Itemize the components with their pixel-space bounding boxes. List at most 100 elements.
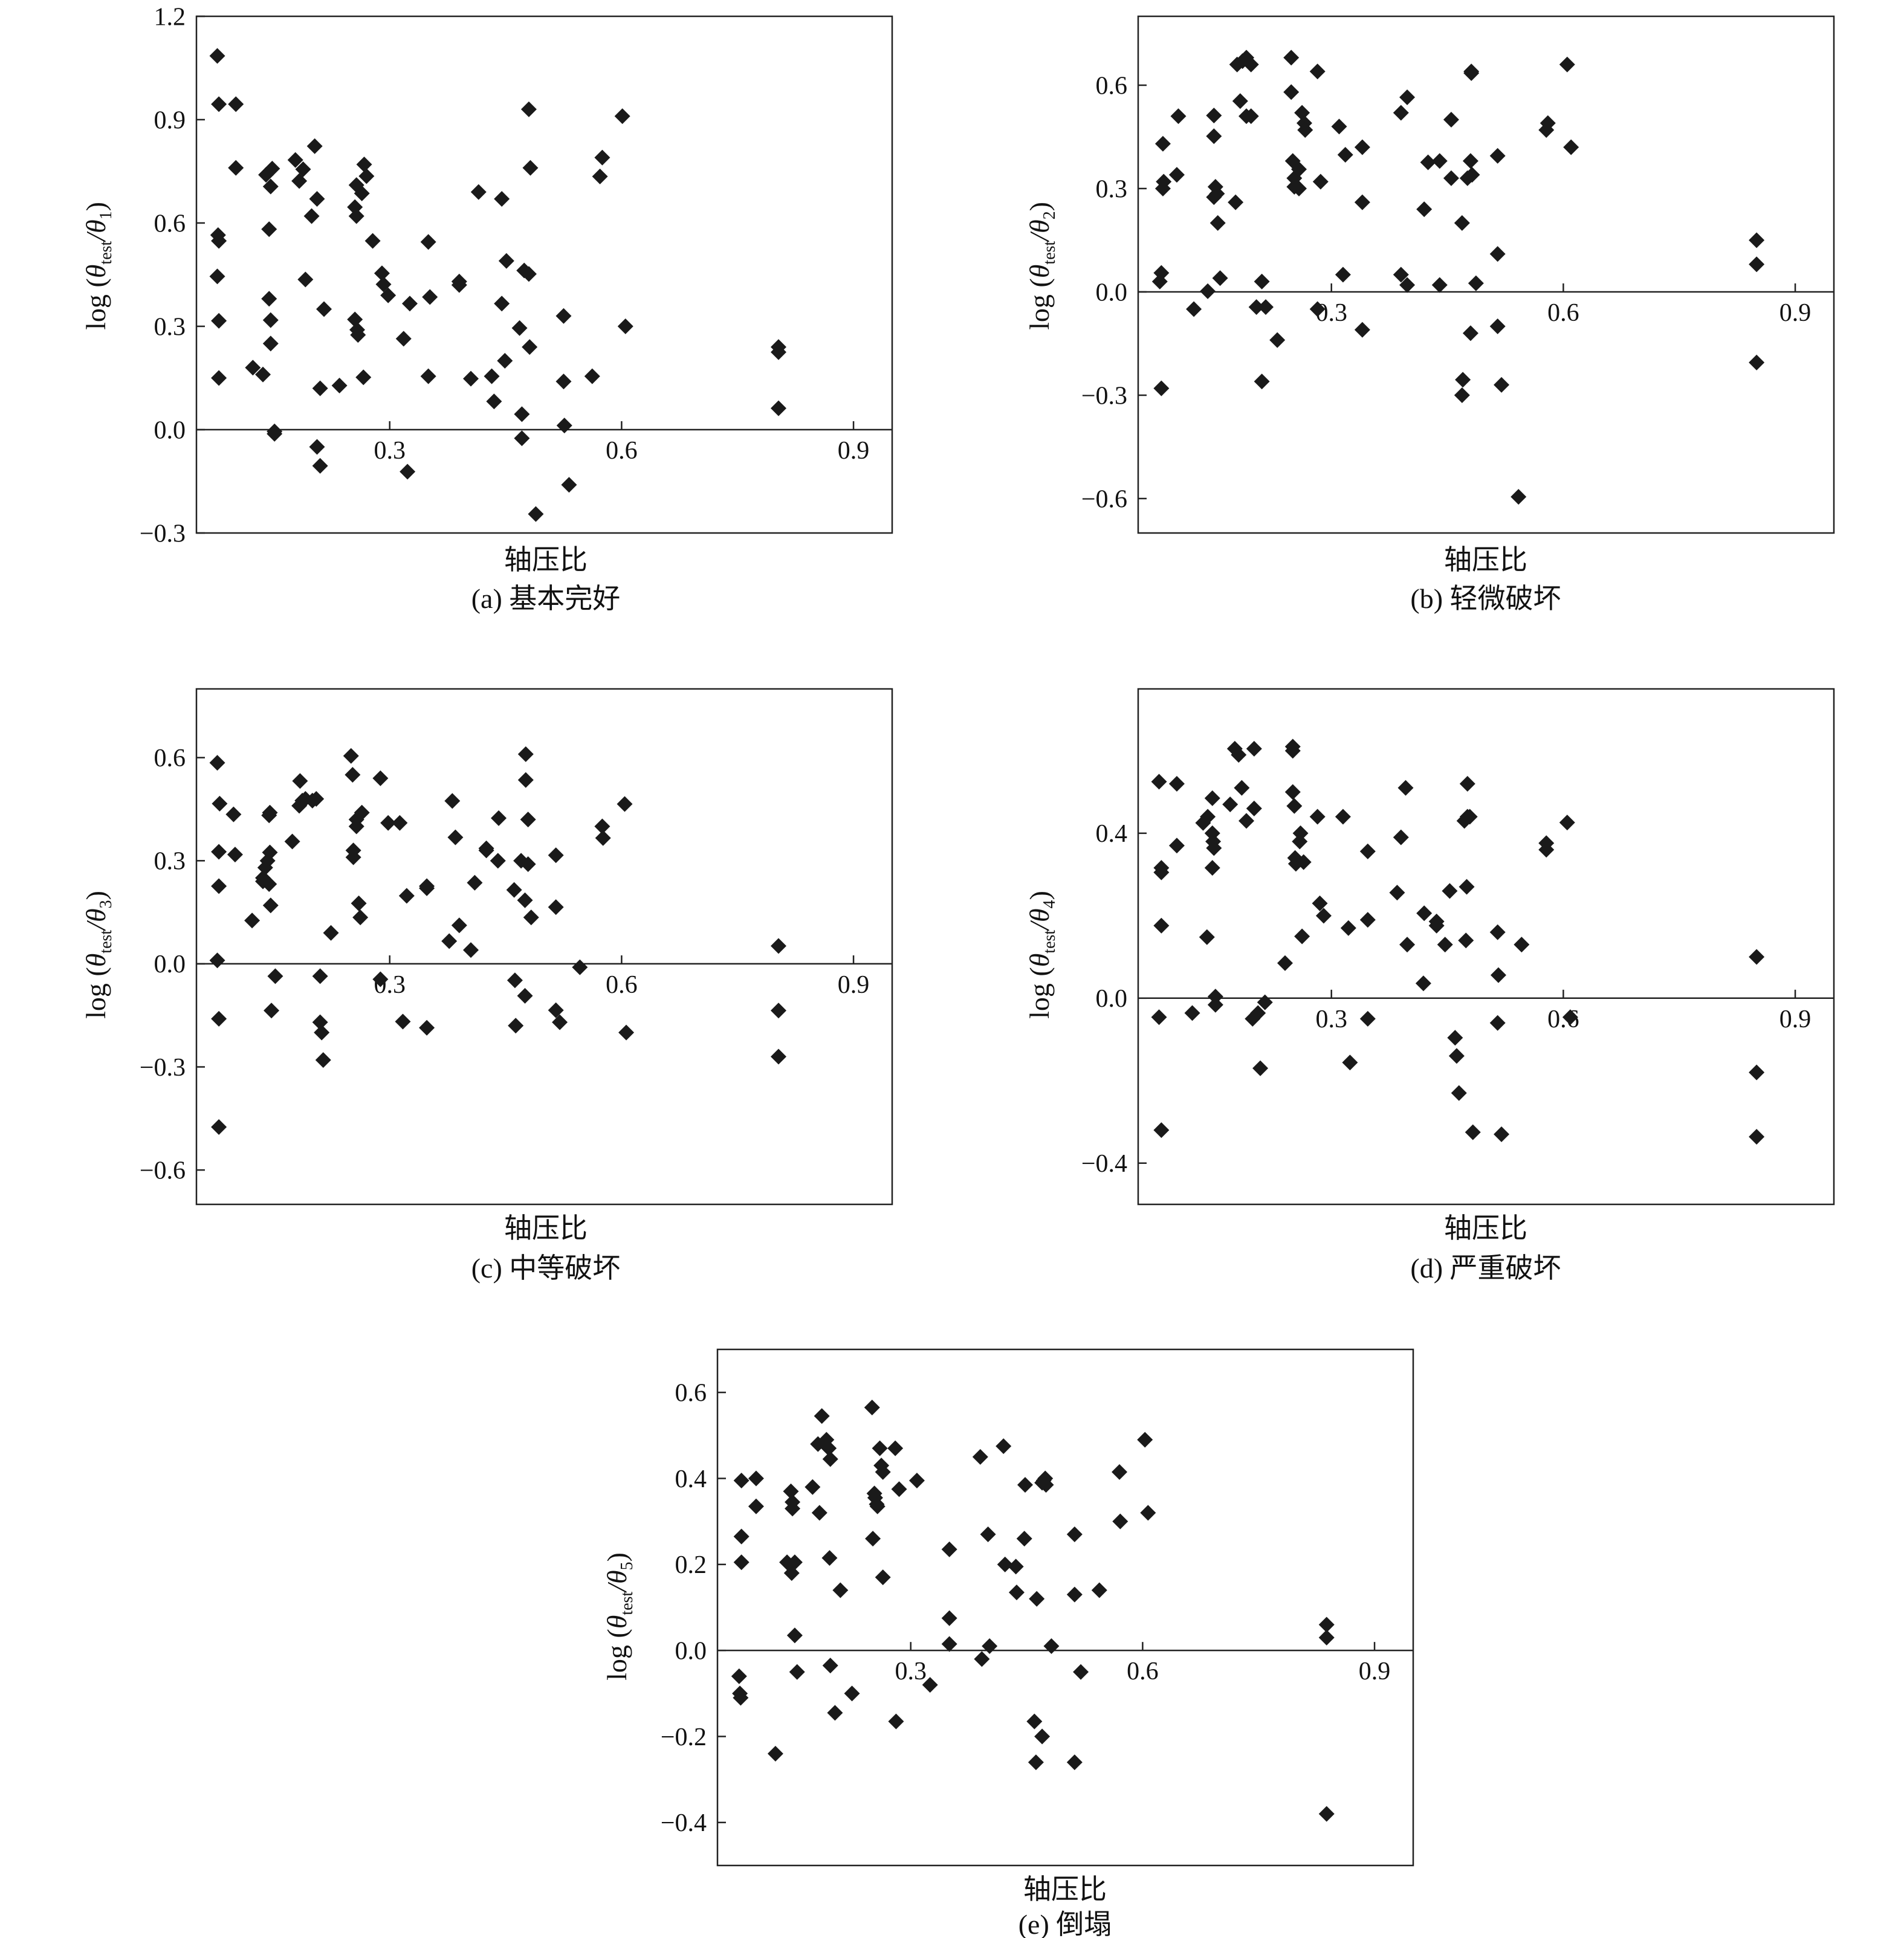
data-point-c: [419, 880, 435, 896]
data-point-d: [1335, 809, 1351, 825]
data-point-c: [517, 772, 534, 788]
data-point-a: [254, 366, 271, 383]
data-point-e: [996, 1438, 1012, 1455]
data-point-a: [211, 312, 227, 329]
data-point-d: [1184, 1005, 1200, 1021]
y-tick-label-c: 0.3: [154, 848, 186, 876]
data-point-d: [1312, 895, 1328, 911]
data-point-b: [1468, 275, 1484, 291]
data-point-a: [420, 234, 436, 250]
data-point-c: [211, 844, 227, 860]
y-tick-label-e: −0.4: [661, 1809, 707, 1837]
data-point-b: [1420, 154, 1436, 170]
data-point-d: [1459, 775, 1475, 792]
data-point-d: [1257, 994, 1273, 1010]
data-point-e: [974, 1651, 990, 1667]
data-point-e: [891, 1481, 907, 1497]
data-point-c: [463, 942, 479, 958]
data-point-c: [548, 847, 564, 864]
x-tick-label-e: 0.6: [1127, 1658, 1159, 1685]
data-point-a: [401, 296, 418, 312]
data-point-d: [1246, 800, 1262, 816]
data-point-a: [354, 185, 370, 201]
data-point-c: [227, 847, 243, 863]
data-point-d: [1538, 842, 1555, 858]
data-point-c: [262, 804, 278, 821]
data-point-b: [1749, 256, 1765, 273]
data-point-b: [1489, 246, 1506, 262]
data-point-d: [1514, 937, 1530, 953]
plot-frame-a: [195, 15, 893, 534]
data-point-b: [1254, 273, 1270, 289]
y-tick-label-b: 0.0: [1096, 279, 1128, 306]
data-point-a: [211, 233, 227, 249]
data-point-d: [1199, 929, 1215, 945]
data-point-a: [422, 289, 438, 305]
data-point-e: [1029, 1591, 1045, 1607]
data-point-c: [225, 806, 242, 822]
data-point-d: [1234, 780, 1250, 796]
data-point-b: [1462, 153, 1478, 169]
data-point-c: [441, 933, 458, 949]
y-tick-label-e: −0.2: [661, 1723, 707, 1751]
x-axis-label-d: 轴压比: [1444, 1213, 1527, 1244]
data-point-b: [1443, 170, 1459, 186]
data-point-e: [887, 1440, 904, 1456]
data-point-d: [1309, 809, 1326, 825]
data-point-d: [1494, 1126, 1510, 1142]
data-point-b: [1431, 153, 1448, 169]
data-point-e: [1091, 1582, 1107, 1598]
data-point-a: [395, 331, 412, 347]
data-point-d: [1294, 928, 1310, 945]
data-point-e: [827, 1705, 843, 1721]
data-point-d: [1284, 743, 1301, 759]
x-tick-label-e: 0.3: [895, 1658, 927, 1685]
data-point-b: [1337, 147, 1353, 163]
data-point-c: [264, 1003, 280, 1019]
data-point-a: [295, 161, 311, 178]
data-point-e: [997, 1556, 1013, 1572]
scatter-panel-e: log (θtest/θ5) 轴压比 (e) 倒塌 −0.4 −0.2 0.0 0.2…: [601, 1348, 1414, 1938]
y-tick-label-e: 0.4: [675, 1465, 707, 1493]
data-point-a: [514, 406, 530, 422]
data-point-b: [1335, 266, 1351, 283]
data-point-b: [1749, 232, 1765, 248]
data-point-e: [733, 1554, 750, 1571]
data-point-d: [1151, 774, 1167, 790]
plot-frame-d: [1137, 688, 1835, 1206]
data-point-b: [1331, 118, 1347, 135]
data-point-a: [511, 320, 528, 336]
data-point-d: [1389, 885, 1405, 901]
data-point-a: [262, 178, 279, 195]
data-point-a: [211, 370, 227, 386]
data-point-c: [517, 746, 534, 763]
data-point-c: [419, 1019, 435, 1036]
data-point-d: [1749, 1129, 1765, 1145]
data-point-a: [614, 108, 630, 124]
data-point-d: [1277, 955, 1293, 971]
data-point-a: [528, 506, 544, 522]
data-point-e: [1043, 1638, 1060, 1655]
data-point-e: [980, 1526, 996, 1543]
data-point-d: [1397, 780, 1414, 796]
data-point-a: [463, 370, 479, 387]
data-point-e: [1073, 1664, 1089, 1680]
data-point-e: [875, 1569, 891, 1586]
data-point-a: [520, 266, 537, 282]
data-point-b: [1431, 277, 1448, 293]
data-point-e: [1017, 1477, 1033, 1493]
data-point-e: [1026, 1713, 1043, 1730]
data-point-c: [209, 952, 225, 969]
data-point-d: [1204, 860, 1220, 876]
data-point-c: [211, 878, 227, 894]
data-point-d: [1489, 1015, 1506, 1031]
data-point-d: [1151, 1009, 1167, 1026]
caption-d: (d) 严重破坏: [1410, 1253, 1561, 1284]
data-point-b: [1243, 56, 1259, 73]
y-tick-label-a: −0.3: [140, 520, 186, 547]
y-tick-label-a: 1.2: [154, 3, 186, 31]
data-point-e: [1318, 1806, 1335, 1822]
data-point-b: [1170, 108, 1187, 124]
x-axis-label-a: 轴压比: [504, 544, 588, 575]
data-point-d: [1342, 1055, 1358, 1071]
